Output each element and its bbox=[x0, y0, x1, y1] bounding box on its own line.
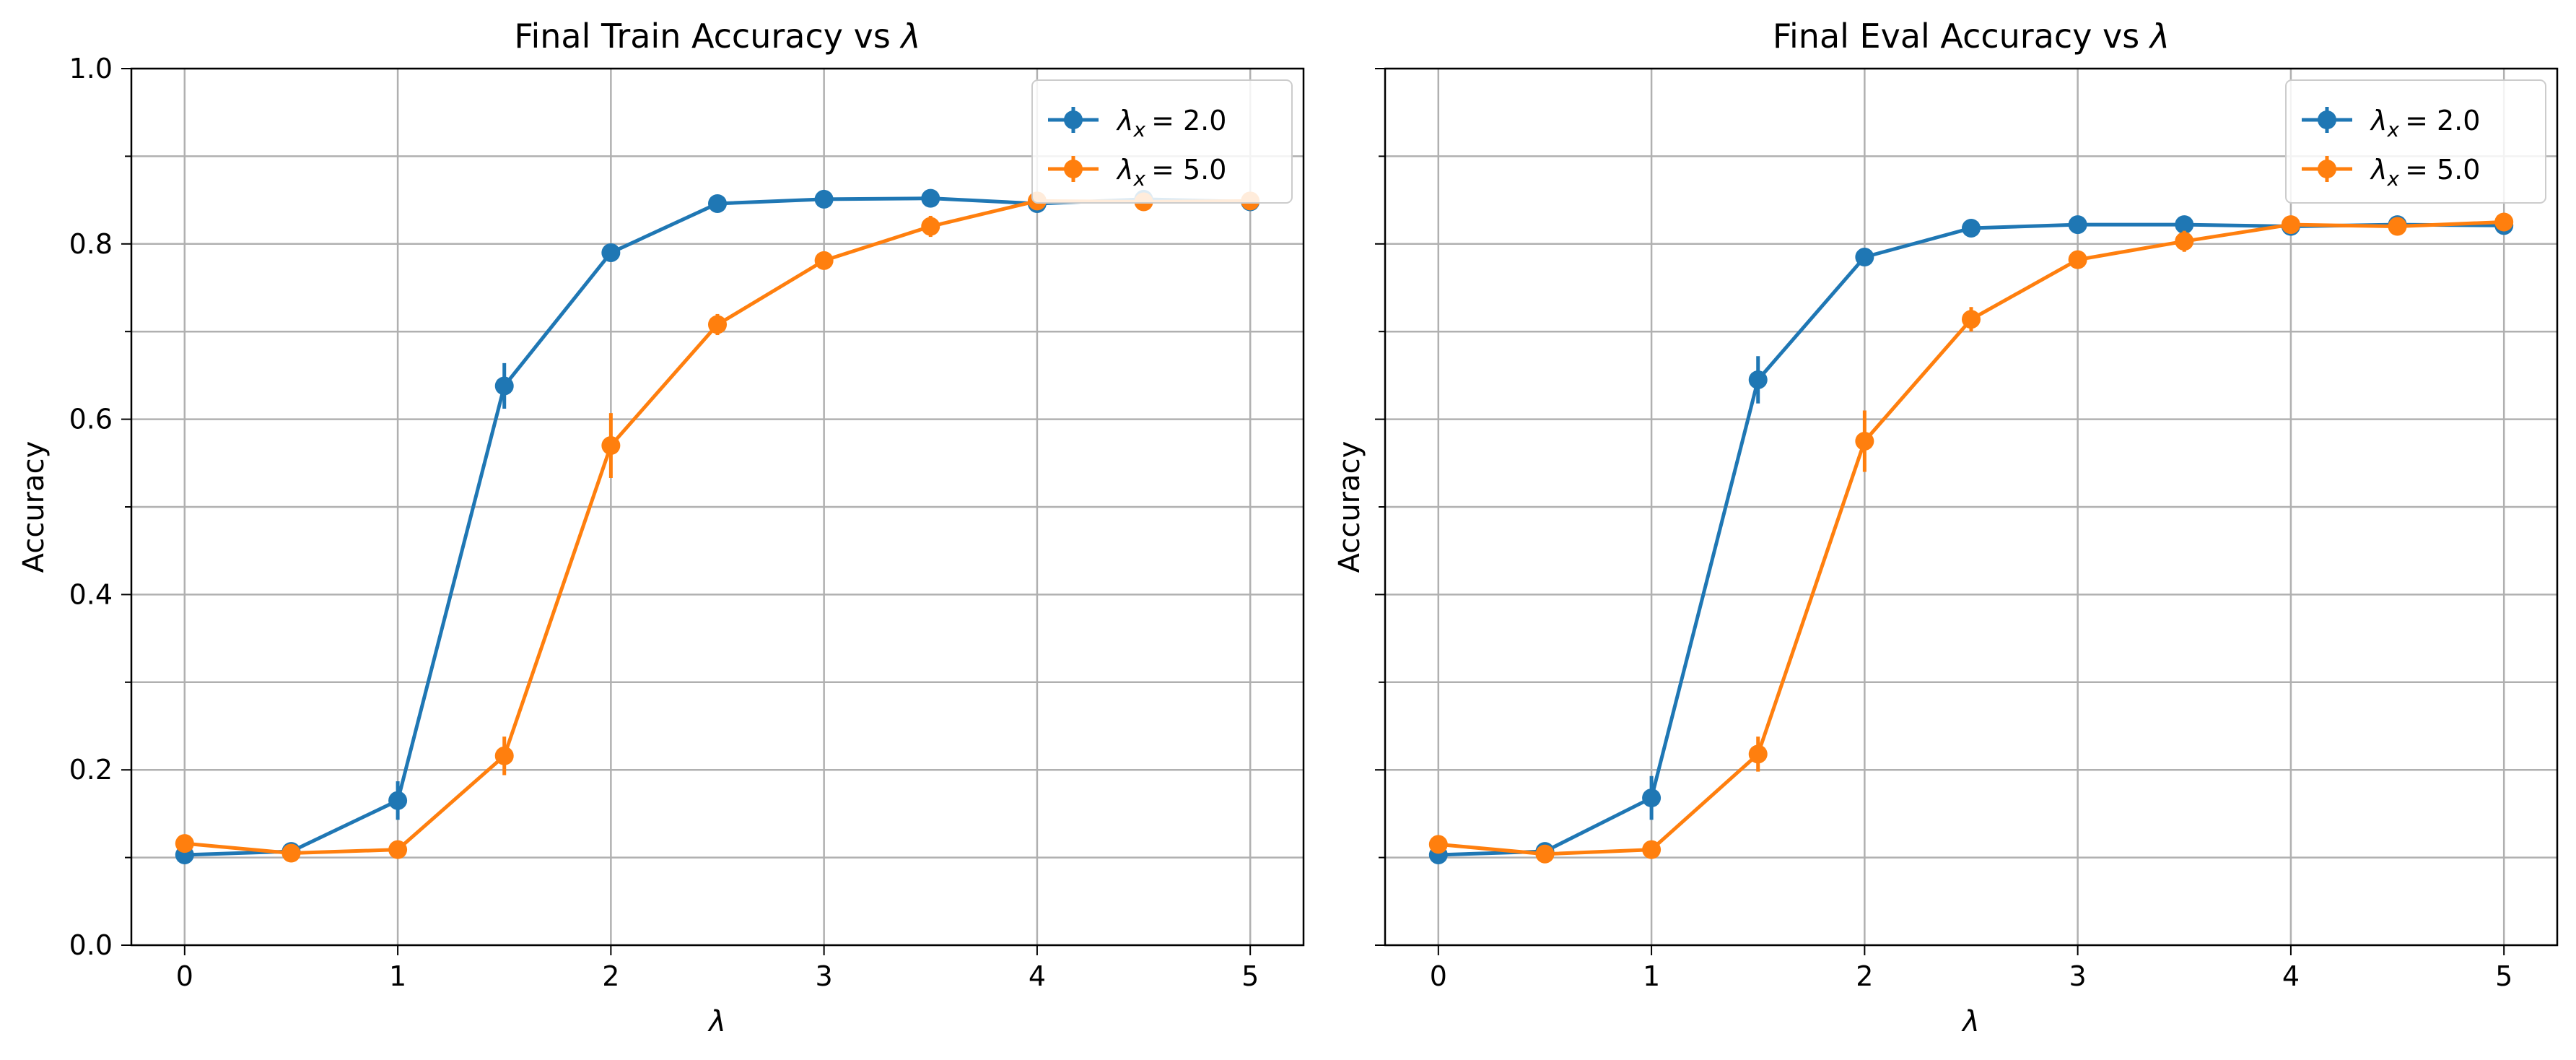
y-tick-label: 0.2 bbox=[69, 754, 113, 786]
legend-subscript: x bbox=[1133, 167, 1146, 191]
legend-box bbox=[2285, 79, 2546, 204]
y-tick-label: 0.4 bbox=[69, 578, 113, 610]
series-0 bbox=[175, 188, 1260, 864]
series-line bbox=[184, 199, 1251, 856]
data-point bbox=[1642, 789, 1662, 808]
y-axis-label: Accuracy bbox=[1333, 441, 1366, 573]
x-tick-label: 3 bbox=[2069, 960, 2087, 992]
legend-label: λx = 5.0 bbox=[2370, 154, 2480, 191]
data-point bbox=[1535, 844, 1555, 864]
data-point bbox=[2388, 217, 2407, 236]
data-point bbox=[2494, 212, 2514, 232]
data-point bbox=[2175, 215, 2194, 235]
y-tick-label: 0.0 bbox=[69, 929, 113, 961]
data-point bbox=[1962, 218, 1981, 238]
series-1 bbox=[1428, 212, 2514, 864]
chart-title: Final Train Accuracy vs λ bbox=[514, 17, 920, 56]
data-point bbox=[1748, 744, 1768, 764]
legend-label: λx = 5.0 bbox=[1116, 154, 1226, 191]
x-tick-label: 5 bbox=[1241, 960, 1259, 992]
legend: λx = 2.0λx = 5.0 bbox=[1031, 79, 1293, 204]
x-tick-label: 1 bbox=[1643, 960, 1660, 992]
data-point bbox=[1855, 431, 1874, 451]
x-tick-label: 3 bbox=[816, 960, 833, 992]
legend-symbol: λ bbox=[2370, 105, 2388, 136]
x-tick-label: 4 bbox=[1029, 960, 1046, 992]
legend-value: = 2.0 bbox=[1151, 105, 1226, 136]
data-point bbox=[2281, 215, 2300, 235]
data-point bbox=[2068, 250, 2087, 269]
y-tick-label: 1.0 bbox=[69, 53, 113, 84]
x-tick-label: 2 bbox=[1856, 960, 1873, 992]
chart-title-text: Final Train Accuracy vs bbox=[514, 17, 901, 56]
data-point bbox=[388, 791, 408, 810]
x-tick-label: 2 bbox=[602, 960, 619, 992]
x-axis: 0 1 2 3 4 5 bbox=[1430, 945, 2512, 992]
series-line bbox=[184, 196, 1251, 857]
legend-value: = 2.0 bbox=[2405, 105, 2480, 136]
x-tick-label: 5 bbox=[2495, 960, 2512, 992]
y-tick-label: 0.6 bbox=[69, 404, 113, 435]
chart-title-symbol: λ bbox=[2148, 17, 2170, 56]
data-point bbox=[601, 436, 621, 456]
x-axis-label: λ bbox=[707, 1005, 726, 1038]
x-tick-label: 4 bbox=[2282, 960, 2300, 992]
data-point bbox=[708, 315, 727, 334]
x-tick-label: 1 bbox=[389, 960, 406, 992]
x-axis: 0 1 2 3 4 5 bbox=[176, 945, 1259, 992]
plot-frame bbox=[1384, 67, 2559, 947]
chart-panel-train: 0 1 2 3 4 5 λ 0.0 0.2 0.4 0.6 0.8 1.0 Accuracy Final T… bbox=[17, 17, 1305, 1038]
data-point bbox=[2068, 215, 2087, 235]
data-point bbox=[388, 840, 408, 859]
data-point bbox=[921, 217, 940, 236]
data-point bbox=[921, 188, 940, 208]
legend-box bbox=[1031, 79, 1293, 204]
legend-subscript: x bbox=[2387, 118, 2400, 142]
data-point bbox=[708, 194, 727, 213]
data-point bbox=[494, 746, 514, 765]
legend-marker bbox=[1064, 160, 1083, 178]
series-1 bbox=[175, 191, 1260, 863]
chart-title: Final Eval Accuracy vs λ bbox=[1773, 17, 2170, 56]
data-point bbox=[281, 843, 301, 863]
data-point bbox=[1748, 370, 1768, 389]
data-point bbox=[2175, 232, 2194, 251]
data-point bbox=[1642, 840, 1662, 859]
plot-frame bbox=[130, 67, 1305, 947]
legend-symbol: λ bbox=[2370, 154, 2388, 186]
chart-title-text: Final Eval Accuracy vs bbox=[1773, 17, 2150, 56]
chart-title-symbol: λ bbox=[899, 17, 920, 56]
data-point bbox=[814, 189, 834, 209]
data-point bbox=[814, 251, 834, 270]
legend-subscript: x bbox=[1133, 118, 1146, 142]
x-tick-label: 0 bbox=[176, 960, 193, 992]
y-axis bbox=[1375, 68, 1385, 946]
legend: λx = 2.0λx = 5.0 bbox=[2285, 79, 2546, 204]
y-axis: 0.0 0.2 0.4 0.6 0.8 1.0 bbox=[69, 53, 131, 961]
y-tick-label: 0.8 bbox=[69, 228, 113, 260]
x-tick-label: 0 bbox=[1430, 960, 1447, 992]
data-point bbox=[1855, 248, 1874, 267]
y-axis-label: Accuracy bbox=[17, 441, 51, 573]
data-point bbox=[175, 834, 194, 853]
data-point bbox=[601, 243, 621, 262]
x-axis-label: λ bbox=[1961, 1005, 1980, 1038]
legend-marker bbox=[2318, 160, 2336, 178]
legend-label: λx = 2.0 bbox=[2370, 105, 2480, 142]
legend-symbol: λ bbox=[1116, 105, 1134, 136]
legend-marker bbox=[1064, 110, 1083, 129]
legend-subscript: x bbox=[2387, 167, 2400, 191]
legend-symbol: λ bbox=[1116, 154, 1134, 186]
data-point bbox=[1962, 310, 1981, 329]
legend-value: = 5.0 bbox=[2405, 154, 2480, 186]
legend-label: λx = 2.0 bbox=[1116, 105, 1226, 142]
legend-value: = 5.0 bbox=[1151, 154, 1226, 186]
data-point bbox=[1428, 835, 1448, 854]
data-point bbox=[494, 376, 514, 396]
legend-marker bbox=[2318, 110, 2336, 129]
